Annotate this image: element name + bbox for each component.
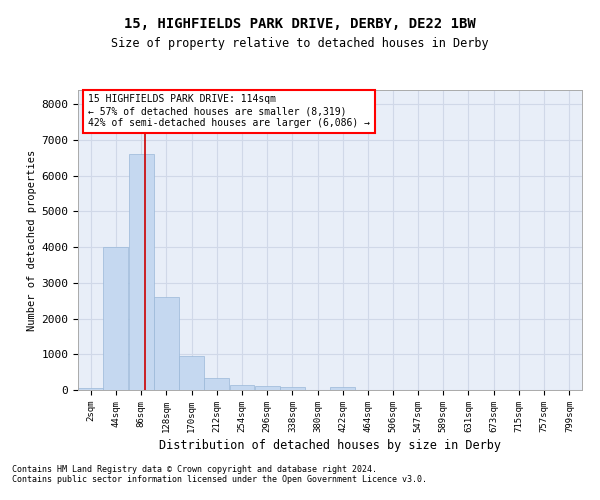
Bar <box>205 378 229 390</box>
Text: Contains public sector information licensed under the Open Government Licence v3: Contains public sector information licen… <box>12 476 427 484</box>
Bar <box>128 154 154 390</box>
Text: Size of property relative to detached houses in Derby: Size of property relative to detached ho… <box>111 38 489 51</box>
Bar <box>331 387 355 390</box>
Text: 15, HIGHFIELDS PARK DRIVE, DERBY, DE22 1BW: 15, HIGHFIELDS PARK DRIVE, DERBY, DE22 1… <box>124 18 476 32</box>
Text: 15 HIGHFIELDS PARK DRIVE: 114sqm
← 57% of detached houses are smaller (8,319)
42: 15 HIGHFIELDS PARK DRIVE: 114sqm ← 57% o… <box>88 94 370 128</box>
Bar <box>103 247 128 390</box>
Bar <box>154 297 179 390</box>
Bar <box>179 356 204 390</box>
Bar <box>255 386 280 390</box>
X-axis label: Distribution of detached houses by size in Derby: Distribution of detached houses by size … <box>159 439 501 452</box>
Bar <box>230 384 254 390</box>
Y-axis label: Number of detached properties: Number of detached properties <box>27 150 37 330</box>
Text: Contains HM Land Registry data © Crown copyright and database right 2024.: Contains HM Land Registry data © Crown c… <box>12 466 377 474</box>
Bar <box>280 387 305 390</box>
Bar <box>78 388 103 390</box>
